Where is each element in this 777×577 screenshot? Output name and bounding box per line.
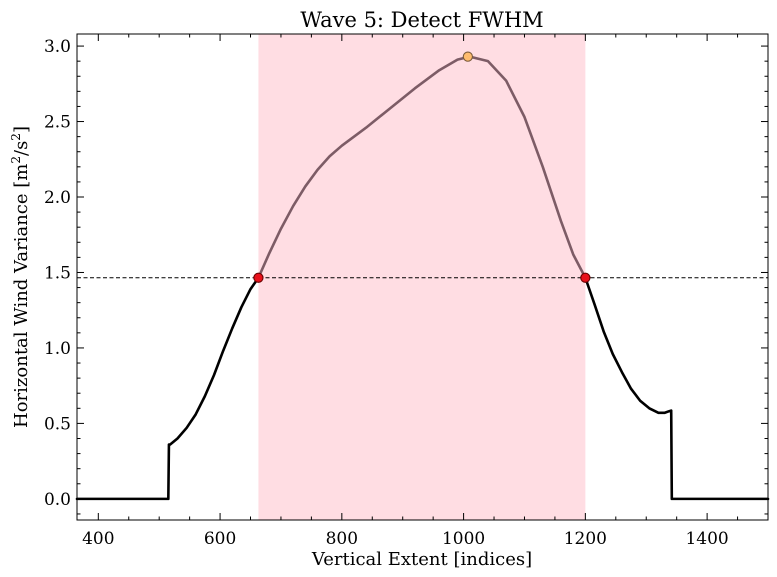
y-axis-label-sup2: 2	[9, 133, 23, 141]
x-tick-label: 600	[204, 529, 236, 549]
series-line-3	[584, 276, 770, 501]
y-axis-label-mid: /s	[11, 141, 32, 156]
y-axis-label: Horizontal Wind Variance [m2/s2]	[9, 126, 32, 428]
series-line-2	[257, 55, 587, 280]
plot-frame	[76, 33, 769, 521]
y-tick-label: 3.0	[44, 37, 71, 57]
y-tick-label: 0.5	[44, 414, 71, 434]
y-tick-label: 1.5	[44, 263, 71, 283]
fwhm-span-layer	[258, 34, 586, 520]
x-tick-label: 1200	[564, 529, 607, 549]
x-tick-label: 1400	[685, 529, 728, 549]
x-axis-label: Vertical Extent [indices]	[311, 549, 532, 570]
x-tick-label: 800	[326, 529, 358, 549]
marker-3	[462, 51, 474, 62]
y-tick-label: 2.0	[44, 188, 71, 208]
y-axis-label-main: Horizontal Wind Variance [m	[11, 164, 32, 428]
marker-2	[580, 272, 591, 283]
marker-layer	[253, 51, 591, 283]
tick-layer: 400 600 800 1000 1200 1400 0.0 0.5 1.0 1.5 2.0 2.5 3…	[44, 34, 769, 549]
y-axis-label-end: ]	[11, 126, 32, 133]
marker-1	[253, 272, 264, 283]
x-tick-label: 400	[82, 529, 114, 549]
x-tick-label: 1000	[442, 529, 485, 549]
series-line-1	[75, 276, 260, 501]
y-tick-label: 2.5	[44, 113, 71, 133]
fwhm-span	[258, 34, 586, 520]
y-tick-label: 1.0	[44, 339, 71, 359]
y-tick-label: 0.0	[44, 490, 71, 510]
y-axis-label-sup1: 2	[9, 156, 23, 164]
series-layer	[75, 55, 770, 501]
chart-title: Wave 5: Detect FWHM	[300, 8, 543, 32]
